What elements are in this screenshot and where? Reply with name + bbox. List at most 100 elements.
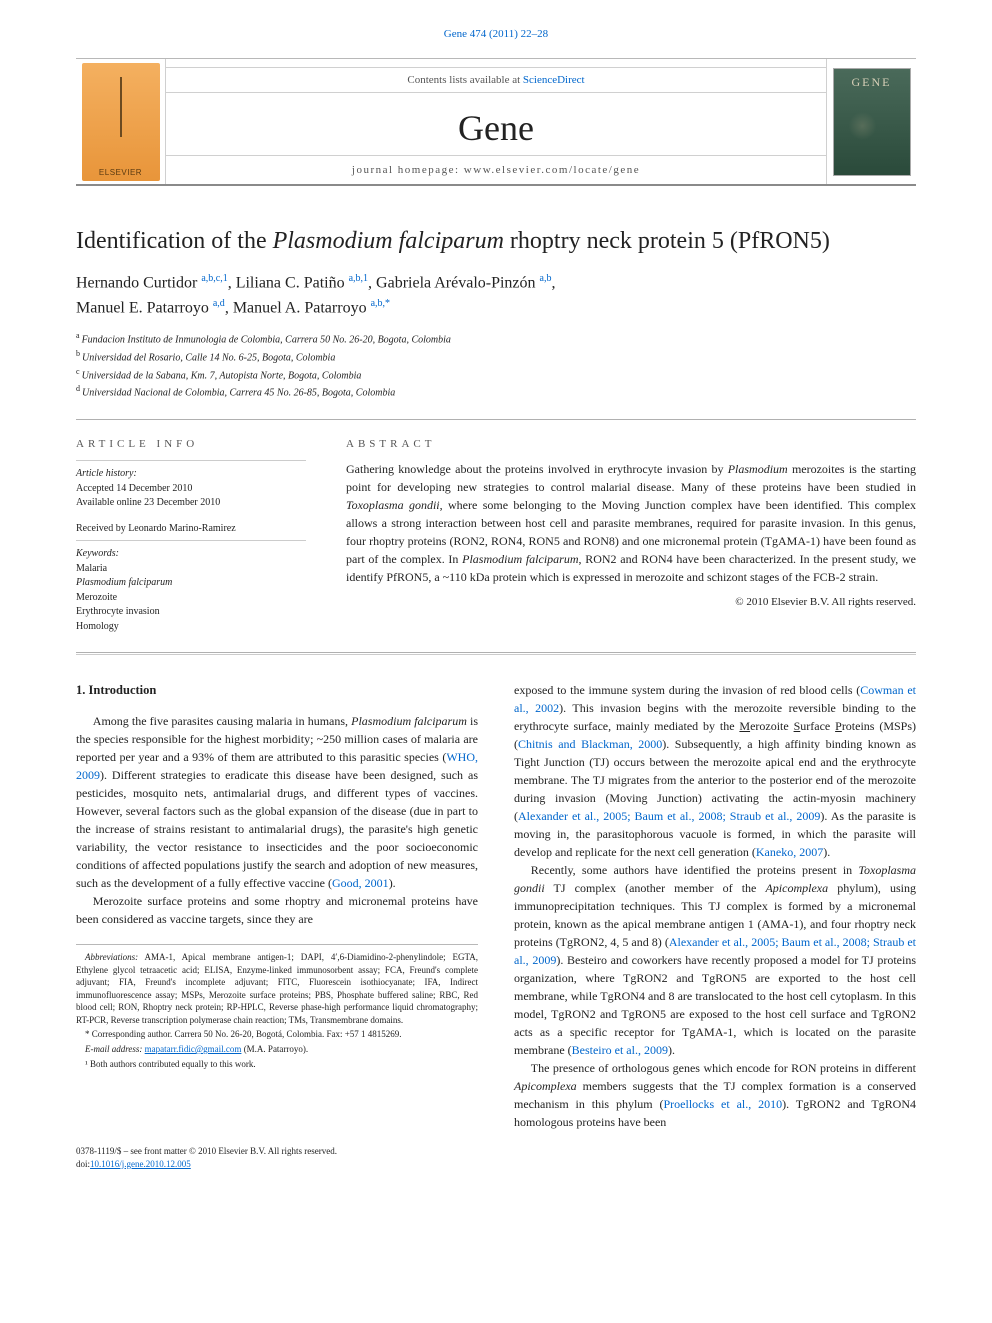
header-center: Contents lists available at ScienceDirec… xyxy=(166,59,826,184)
aff-label: c xyxy=(76,367,80,376)
body-paragraph: Recently, some authors have identified t… xyxy=(514,861,916,1059)
journal-homepage: journal homepage: www.elsevier.com/locat… xyxy=(166,155,826,176)
author: Manuel E. Patarroyo xyxy=(76,299,213,316)
aff-text: Fundacion Instituto de Inmunologia de Co… xyxy=(82,334,451,345)
title-post: rhoptry neck protein 5 (PfRON5) xyxy=(504,228,830,254)
author: , Gabriela Arévalo-Pinzón xyxy=(368,275,540,292)
section-heading: 1. Introduction xyxy=(76,681,478,700)
divider xyxy=(76,460,306,461)
keyword: Malaria xyxy=(76,562,306,577)
author: , Liliana C. Patiño xyxy=(228,275,349,292)
body-paragraph: exposed to the immune system during the … xyxy=(514,681,916,861)
body-text: erozoite xyxy=(750,719,794,733)
citation-ref[interactable]: Good, 2001 xyxy=(332,876,389,890)
journal-name: Gene xyxy=(458,95,534,153)
citation-ref[interactable]: Alexander et al., 2005; Baum et al., 200… xyxy=(518,809,820,823)
body-text: Recently, some authors have identified t… xyxy=(531,863,859,877)
body-text: ). Besteiro and coworkers have recently … xyxy=(514,953,916,1057)
body-italic: Plasmodium falciparum xyxy=(351,714,467,728)
keyword: Homology xyxy=(76,620,306,635)
publisher-logo xyxy=(76,59,166,184)
citation-ref[interactable]: Chitnis and Blackman, 2000 xyxy=(518,737,662,751)
citation-ref[interactable]: Proellocks et al., 2010 xyxy=(664,1097,783,1111)
email-tail: (M.A. Patarroyo). xyxy=(241,1044,308,1054)
info-abstract-row: ARTICLE INFO Article history: Accepted 1… xyxy=(76,420,916,634)
author-list: Hernando Curtidor a,b,c,1, Liliana C. Pa… xyxy=(76,271,916,320)
citation-line: Gene 474 (2011) 22–28 xyxy=(0,0,992,58)
sciencedirect-link[interactable]: ScienceDirect xyxy=(523,74,585,86)
doi-line: doi:10.1016/j.gene.2010.12.005 xyxy=(76,1158,916,1171)
equal-contribution: ¹ Both authors contributed equally to th… xyxy=(76,1058,478,1071)
footnotes: Abbreviations: AMA-1, Apical membrane an… xyxy=(76,944,478,1070)
copyright-line: © 2010 Elsevier B.V. All rights reserved… xyxy=(346,596,916,608)
author-aff[interactable]: a,b,c,1 xyxy=(201,273,227,284)
affiliation: dUniversidad Nacional de Colombia, Carre… xyxy=(76,383,916,401)
received-by: Received by Leonardo Marino-Ramirez xyxy=(76,522,306,537)
citation-link[interactable]: Gene 474 (2011) 22–28 xyxy=(444,28,548,40)
abbrev-label: Abbreviations: xyxy=(85,952,138,962)
abbreviations: Abbreviations: AMA-1, Apical membrane an… xyxy=(76,951,478,1027)
citation-ref[interactable]: Kaneko, 2007 xyxy=(756,845,823,859)
divider xyxy=(76,652,916,653)
affiliation: bUniversidad del Rosario, Calle 14 No. 6… xyxy=(76,348,916,366)
divider xyxy=(76,540,306,541)
title-pre: Identification of the xyxy=(76,228,273,254)
contents-lists-line: Contents lists available at ScienceDirec… xyxy=(166,67,826,93)
body-text: The presence of orthologous genes which … xyxy=(531,1061,916,1075)
email-label: E-mail address: xyxy=(85,1044,145,1054)
page-footer: 0378-1119/$ – see front matter © 2010 El… xyxy=(76,1145,916,1170)
article-info: ARTICLE INFO Article history: Accepted 1… xyxy=(76,438,306,634)
journal-cover-thumbnail xyxy=(833,68,911,176)
author-aff[interactable]: a,b xyxy=(540,273,552,284)
article-title: Identification of the Plasmodium falcipa… xyxy=(76,226,916,257)
body-paragraph: Among the five parasites causing malaria… xyxy=(76,712,478,892)
aff-text: Universidad Nacional de Colombia, Carrer… xyxy=(82,388,395,399)
author-aff[interactable]: a,d xyxy=(213,298,225,309)
underlined-initial: P xyxy=(835,719,842,733)
body-text: TJ complex (another member of the xyxy=(545,881,766,895)
abstract: ABSTRACT Gathering knowledge about the p… xyxy=(346,438,916,634)
abstract-span: Gathering knowledge about the proteins i… xyxy=(346,462,728,476)
journal-cover xyxy=(826,59,916,184)
accepted-date: Accepted 14 December 2010 xyxy=(76,482,306,497)
body-text: urface xyxy=(800,719,835,733)
body-columns: 1. Introduction Among the five parasites… xyxy=(76,681,916,1131)
doi-link[interactable]: 10.1016/j.gene.2010.12.005 xyxy=(90,1159,191,1169)
body-italic: Apicomplexa xyxy=(514,1079,577,1093)
abstract-italic: Plasmodium xyxy=(728,462,788,476)
contents-prefix: Contents lists available at xyxy=(407,74,522,86)
email-link[interactable]: mapatarr.fidic@gmail.com xyxy=(145,1044,242,1054)
right-column: exposed to the immune system during the … xyxy=(514,681,916,1131)
doi-label: doi: xyxy=(76,1159,90,1169)
abstract-heading: ABSTRACT xyxy=(346,438,916,450)
online-date: Available online 23 December 2010 xyxy=(76,496,306,511)
body-text: Merozoite surface proteins and some rhop… xyxy=(76,894,478,926)
title-species: Plasmodium falciparum xyxy=(273,228,504,254)
body-text: Among the five parasites causing malaria… xyxy=(93,714,351,728)
body-italic: Apicomplexa xyxy=(765,881,828,895)
author: Hernando Curtidor xyxy=(76,275,201,292)
author-aff[interactable]: a,b,1 xyxy=(349,273,368,284)
abstract-text: Gathering knowledge about the proteins i… xyxy=(346,460,916,586)
body-text: ). xyxy=(389,876,396,890)
body-text: ). Different strategies to eradicate thi… xyxy=(76,768,478,890)
elsevier-tree-icon xyxy=(82,63,160,181)
corresponding-star[interactable]: * xyxy=(385,298,390,309)
keyword: Erythrocyte invasion xyxy=(76,605,306,620)
body-text: exposed to the immune system during the … xyxy=(514,683,860,697)
aff-text: Universidad de la Sabana, Km. 7, Autopis… xyxy=(82,370,362,381)
abstract-italic: Plasmodium falciparum xyxy=(462,552,578,566)
citation-ref[interactable]: Besteiro et al., 2009 xyxy=(572,1043,668,1057)
body-paragraph: The presence of orthologous genes which … xyxy=(514,1059,916,1131)
corresponding-author: * Corresponding author. Carrera 50 No. 2… xyxy=(76,1028,478,1041)
abstract-italic: Toxoplasma gondii xyxy=(346,498,440,512)
journal-header: Contents lists available at ScienceDirec… xyxy=(76,58,916,186)
keywords-label: Keywords: xyxy=(76,547,306,562)
affiliation: cUniversidad de la Sabana, Km. 7, Autopi… xyxy=(76,366,916,384)
author-aff[interactable]: a,b, xyxy=(371,298,385,309)
affiliation: aFundacion Instituto de Inmunologia de C… xyxy=(76,330,916,348)
affiliations: aFundacion Instituto de Inmunologia de C… xyxy=(76,330,916,401)
author-sep: , xyxy=(551,275,555,292)
body-text: ). xyxy=(823,845,830,859)
left-column: 1. Introduction Among the five parasites… xyxy=(76,681,478,1131)
